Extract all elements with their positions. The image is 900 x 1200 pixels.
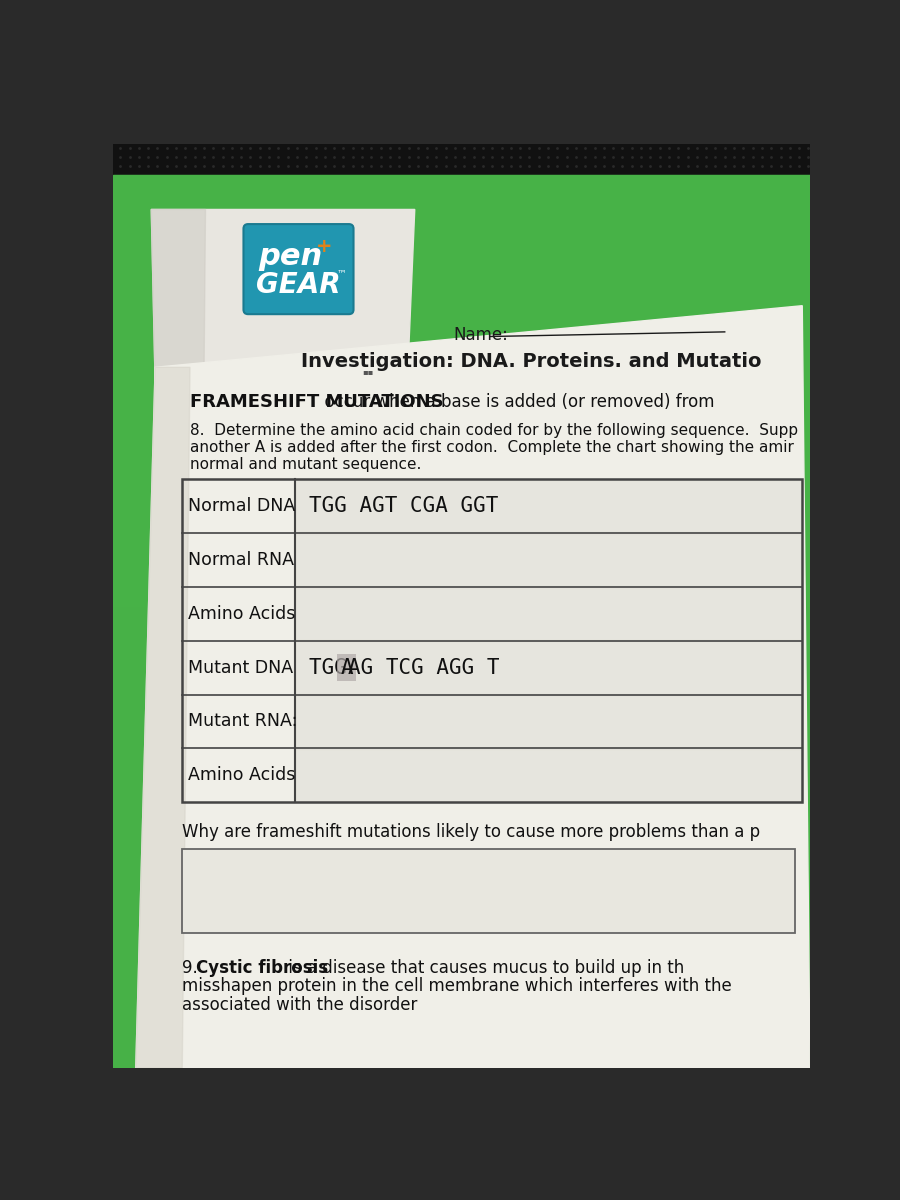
Text: 8.  Determine the amino acid chain coded for by the following sequence.  Supp: 8. Determine the amino acid chain coded … [190, 422, 798, 438]
Text: another A is added after the first codon.  Complete the chart showing the amir: another A is added after the first codon… [190, 440, 794, 455]
Polygon shape [136, 367, 190, 1068]
Text: AG TCG AGG T: AG TCG AGG T [348, 658, 500, 678]
Text: Mutant DNA: Mutant DNA [188, 659, 293, 677]
Text: Normal RNA: Normal RNA [188, 551, 294, 569]
Text: ▪▪: ▪▪ [363, 367, 374, 377]
Text: misshapen protein in the cell membrane which interferes with the: misshapen protein in the cell membrane w… [182, 977, 732, 995]
Text: normal and mutant sequence.: normal and mutant sequence. [190, 457, 421, 472]
Text: Amino Acids: Amino Acids [188, 767, 296, 785]
Text: 9.: 9. [182, 959, 203, 977]
Bar [295, 642, 802, 694]
Bar [295, 588, 802, 640]
Text: pen: pen [258, 242, 322, 271]
Text: associated with the disorder: associated with the disorder [182, 996, 418, 1014]
FancyBboxPatch shape [244, 224, 354, 314]
Polygon shape [151, 210, 205, 383]
Text: TGG AGT CGA GGT: TGG AGT CGA GGT [309, 496, 498, 516]
Text: Name:: Name: [454, 326, 508, 344]
Text: Normal DNA: Normal DNA [188, 497, 296, 515]
Polygon shape [112, 175, 810, 1068]
Text: FRAMESHIFT MUTATIONS: FRAMESHIFT MUTATIONS [190, 392, 444, 410]
Text: GEAR: GEAR [256, 271, 341, 299]
Bar [182, 479, 802, 803]
Text: Why are frameshift mutations likely to cause more problems than a p: Why are frameshift mutations likely to c… [182, 823, 760, 841]
Bar [295, 534, 802, 586]
Polygon shape [112, 175, 810, 606]
Polygon shape [151, 210, 415, 390]
Polygon shape [136, 306, 810, 1068]
Text: is a disease that causes mucus to build up in th: is a disease that causes mucus to build … [284, 959, 685, 977]
Bar [295, 480, 802, 532]
Bar [295, 695, 802, 748]
Text: TGG: TGG [309, 658, 359, 678]
Text: occur when a base is added (or removed) from: occur when a base is added (or removed) … [314, 392, 715, 410]
Text: Amino Acids: Amino Acids [188, 605, 296, 623]
Bar [112, 144, 810, 186]
Bar [182, 848, 795, 934]
Text: A: A [340, 658, 353, 678]
Text: Mutant RNA:: Mutant RNA: [188, 713, 298, 731]
Text: ™: ™ [337, 268, 347, 278]
Text: +: + [315, 236, 332, 256]
Text: Investigation: DNA. Proteins. and Mutatio: Investigation: DNA. Proteins. and Mutati… [301, 353, 761, 372]
Text: Cystic fibrosis: Cystic fibrosis [196, 959, 328, 977]
Bar [295, 749, 802, 802]
